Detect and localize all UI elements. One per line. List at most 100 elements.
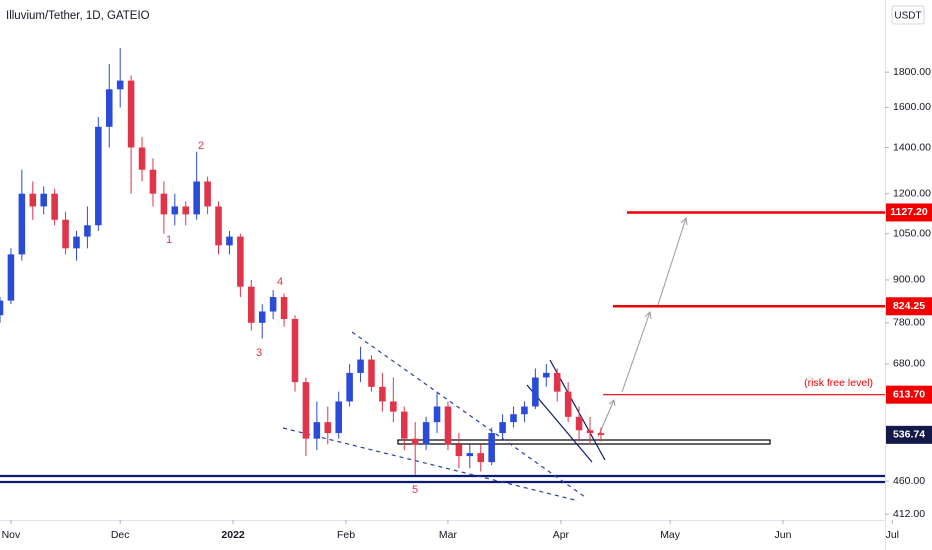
candle-body (237, 236, 244, 287)
y-tick-label: 780.00 (893, 317, 925, 329)
y-tick-label: 1600.00 (893, 101, 931, 113)
candle-body (422, 422, 430, 445)
candle-body (477, 453, 485, 463)
price-label: 613.70 (893, 388, 925, 400)
candle-body (204, 181, 211, 207)
y-tick-label: 680.00 (893, 358, 925, 370)
x-tick-label: Mar (439, 529, 458, 541)
candle-body (532, 377, 539, 407)
candle-body (368, 359, 375, 387)
candle-body (455, 444, 463, 457)
drawings: 1 2 3 4 5 (risk free level) (0, 140, 885, 501)
candle-body (248, 286, 255, 323)
candle-body (7, 254, 15, 301)
x-tick-label: May (660, 529, 681, 541)
currency-box[interactable] (891, 5, 925, 25)
x-tick-label: Nov (2, 529, 21, 541)
candle-body (400, 411, 408, 439)
candle-body (116, 80, 124, 90)
price-label: 824.25 (893, 300, 925, 312)
candle-body (215, 206, 222, 246)
candle-body (488, 433, 495, 463)
arrow (621, 310, 652, 393)
candle-body (324, 422, 332, 434)
price-label: 1127.20 (890, 206, 928, 218)
candle-body (280, 297, 288, 319)
y-tick-label: 1050.00 (893, 227, 931, 239)
y-tick-label: 412.00 (893, 508, 925, 520)
candle-body (51, 193, 58, 220)
candle-body (138, 147, 146, 170)
currency[interactable]: USDT (894, 11, 921, 22)
candle-body (466, 453, 474, 457)
candle-body (95, 126, 102, 226)
candle-body (335, 401, 342, 434)
candle-body (586, 430, 594, 434)
range-box (397, 439, 771, 445)
y-tick-label: 1200.00 (893, 187, 931, 199)
candle-body (62, 219, 69, 249)
price-label-bg (886, 385, 932, 404)
candle-body (105, 89, 113, 127)
candle-body (302, 382, 310, 439)
y-tick-label: 460.00 (893, 475, 925, 487)
candle-body (29, 193, 37, 207)
candle-body (18, 193, 26, 255)
candle-body (357, 359, 364, 373)
wave-label: 3 (256, 347, 262, 359)
price-label-bg (886, 425, 932, 444)
x-tick-label: Dec (111, 529, 130, 541)
candle-body (411, 438, 419, 445)
candle-body (313, 422, 321, 439)
price-label: 536.74 (893, 429, 925, 441)
candle-body (521, 406, 528, 415)
candle-body (182, 206, 190, 215)
candle-body (543, 372, 550, 378)
candle-body (597, 433, 605, 435)
candle-body (575, 416, 583, 431)
wave-label: 1 (166, 234, 172, 246)
candle-body (510, 414, 517, 423)
arrow (657, 216, 688, 306)
candle-body (149, 169, 157, 194)
candle-body (346, 372, 353, 402)
y-tick-label: 1800.00 (893, 66, 931, 78)
wave-label: 4 (277, 276, 283, 288)
price-label-bg (886, 203, 932, 222)
y-tick-label: 1400.00 (893, 141, 931, 153)
wedge-dashed (351, 331, 586, 498)
x-tick-label: Apr (553, 529, 570, 541)
x-tick-label: Jun (775, 529, 792, 541)
symbol-title[interactable]: Illuvium/Tether, 1D, GATEIO (6, 10, 150, 22)
wedge-dashed (282, 427, 576, 501)
candle-body (171, 206, 179, 215)
candle-body (160, 193, 168, 215)
y-tick-label: 900.00 (893, 274, 925, 286)
candle-body (193, 181, 200, 215)
candle-body (553, 372, 561, 392)
candle-body (40, 193, 47, 207)
candle-body (379, 386, 386, 402)
risk-free-label: (risk free level) (804, 377, 873, 389)
candle-body (433, 406, 441, 423)
candle-body (390, 401, 397, 412)
wave-label: 2 (198, 140, 204, 152)
candle-body (291, 318, 299, 383)
candle-body (269, 297, 277, 312)
candle-body (0, 300, 4, 316)
x-tick-label: Jul (886, 529, 899, 541)
x-tick-label: 2022 (221, 529, 245, 541)
price-label-bg (886, 297, 932, 316)
candle-body (127, 80, 135, 148)
candle-body (499, 422, 506, 434)
candle-body (73, 236, 80, 249)
candle-body (258, 311, 266, 323)
projection-arrows (597, 216, 688, 438)
candle-body (444, 406, 452, 445)
candle-body (84, 225, 91, 237)
x-tick-label: Feb (337, 529, 355, 541)
candle-body (226, 236, 233, 246)
candle-body (564, 391, 572, 417)
wave-label: 5 (412, 484, 418, 496)
